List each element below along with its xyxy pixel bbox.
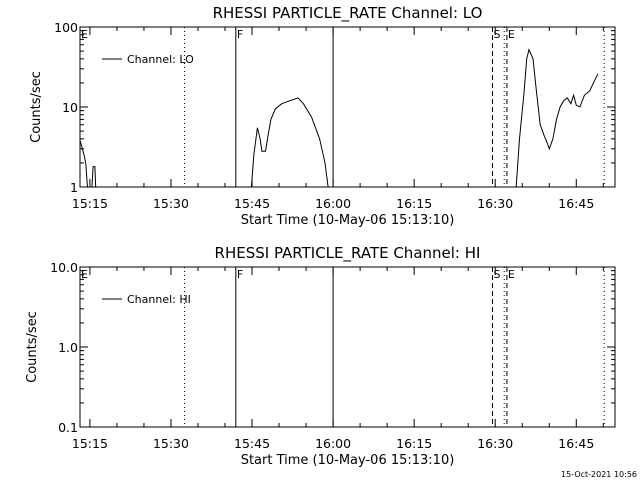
- plot-frame: [79, 266, 616, 428]
- y-axis-label: Counts/sec: [29, 71, 44, 143]
- legend-label: Channel: LO: [127, 53, 194, 66]
- chart-panel-hi: RHESSI PARTICLE_RATE Channel: HI Counts/s…: [25, 244, 616, 468]
- x-tick-label: 16:00: [315, 436, 351, 451]
- y-tick-label: 10: [62, 100, 78, 115]
- event-marker-label: E: [81, 28, 88, 41]
- legend-label: Channel: HI: [127, 293, 191, 306]
- y-axis-label: Counts/sec: [25, 311, 40, 383]
- legend: Channel: LO: [102, 53, 194, 66]
- y-tick-label: 100: [54, 20, 78, 35]
- x-tick-label: 15:15: [72, 436, 108, 451]
- y-tick-label: 10.0: [50, 260, 78, 275]
- series-line-segment: [515, 48, 599, 187]
- x-tick-label: 16:30: [477, 436, 513, 451]
- chart-title: RHESSI PARTICLE_RATE Channel: HI: [215, 244, 481, 263]
- event-marker-label: F: [237, 28, 243, 41]
- event-marker-label: S: [494, 28, 501, 41]
- x-tick-label: 16:15: [396, 196, 432, 211]
- x-axis-label: Start Time (10-May-06 15:13:10): [241, 213, 455, 228]
- legend: Channel: HI: [102, 293, 191, 306]
- plot-frame: [79, 26, 616, 188]
- x-tick-label: 16:45: [558, 196, 594, 211]
- x-tick-label: 16:30: [477, 196, 513, 211]
- y-tick-label: 0.1: [58, 420, 78, 435]
- generation-timestamp: 15-Oct-2021 10:56: [561, 470, 637, 479]
- event-marker-label: E: [508, 28, 515, 41]
- y-tick-label: 1: [70, 180, 78, 195]
- series-line-segment: [91, 166, 97, 187]
- x-tick-label: 15:45: [234, 196, 270, 211]
- chart-title: RHESSI PARTICLE_RATE Channel: LO: [213, 4, 483, 23]
- series-line-segment: [80, 140, 89, 187]
- series-line-segment: [250, 97, 329, 187]
- event-marker-label: S: [494, 268, 501, 281]
- x-tick-label: 15:30: [153, 196, 189, 211]
- series-group: [80, 48, 599, 187]
- event-marker-label: E: [508, 268, 515, 281]
- x-tick-label: 16:15: [396, 436, 432, 451]
- event-marker-label: F: [237, 268, 243, 281]
- x-axis-label: Start Time (10-May-06 15:13:10): [241, 453, 455, 468]
- chart-panel-lo: RHESSI PARTICLE_RATE Channel: LO Counts/s…: [29, 4, 616, 228]
- x-tick-label: 15:30: [153, 436, 189, 451]
- y-tick-label: 1.0: [58, 340, 78, 355]
- x-tick-label: 16:45: [558, 436, 594, 451]
- event-marker-label: E: [81, 268, 88, 281]
- x-tick-label: 15:45: [234, 436, 270, 451]
- x-tick-label: 15:15: [72, 196, 108, 211]
- x-tick-label: 16:00: [315, 196, 351, 211]
